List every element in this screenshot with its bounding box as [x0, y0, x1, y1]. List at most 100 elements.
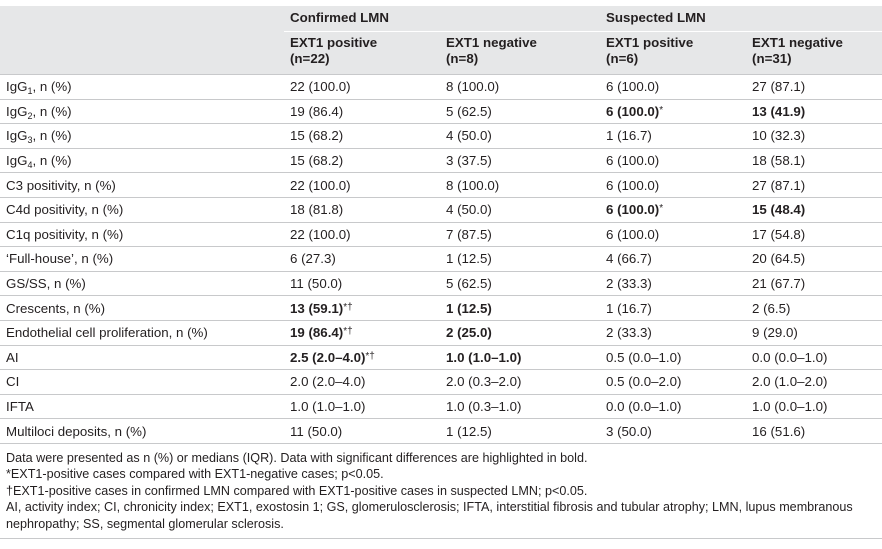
table-cell: 1 (12.5) — [440, 295, 601, 321]
table-cell: 1.0 (0.3–1.0) — [440, 394, 601, 420]
table-cell: 4 (50.0) — [440, 123, 601, 149]
cell-text: 1 (16.7) — [606, 128, 652, 144]
cell-text: 22 (100.0) — [290, 177, 351, 193]
cell-text: 13 (41.9) — [752, 103, 806, 119]
table-figure: Confirmed LMN Suspected LMN EXT1 positiv… — [0, 6, 882, 539]
cell-text: 22 (100.0) — [290, 226, 351, 242]
table-cell: 6 (100.0)* — [600, 99, 747, 125]
row-label-text: C1q positivity, n (%) — [6, 226, 124, 242]
table-cell: 27 (87.1) — [746, 74, 882, 100]
cell-text: 1 (16.7) — [606, 300, 652, 316]
table-cell: 10 (32.3) — [746, 123, 882, 149]
row-label-text: Crescents, n (%) — [6, 300, 106, 316]
row-label: C1q positivity, n (%) — [0, 222, 284, 248]
cell-text: 0.5 (0.0–2.0) — [606, 374, 682, 390]
cell-text: 13 (59.1) — [290, 300, 344, 316]
table-row: AI 2.5 (2.0–4.0)*† 1.0 (1.0–1.0) 0.5 (0.0–1… — [0, 345, 882, 371]
cell-text: 27 (87.1) — [752, 79, 806, 95]
data-table: Confirmed LMN Suspected LMN EXT1 positiv… — [0, 6, 882, 444]
cell-text: 18 (58.1) — [752, 153, 806, 169]
table-cell: 15 (68.2) — [284, 148, 440, 174]
column-header-line: (n=6) — [606, 51, 639, 66]
cell-text: 15 (68.2) — [290, 153, 344, 169]
footnote: AI, activity index; CI, chronicity index… — [6, 500, 853, 531]
row-label-text: GS/SS, n (%) — [6, 276, 86, 292]
cell-text: 6 (100.0) — [606, 202, 660, 218]
row-label: IFTA — [0, 394, 284, 420]
column-header: EXT1 negative (n=31) — [746, 31, 882, 75]
table-cell: 4 (66.7) — [600, 246, 747, 272]
table-cell: 2.0 (1.0–2.0) — [746, 369, 882, 395]
table-cell: 1 (12.5) — [440, 418, 601, 444]
row-label-subscript: 4 — [27, 160, 33, 171]
footnotes: Data were presented as n (%) or medians … — [0, 444, 882, 539]
row-label: IgG2, n (%) — [0, 99, 284, 125]
cell-text: 15 (68.2) — [290, 128, 344, 144]
table-cell: 6 (100.0)* — [600, 197, 747, 223]
table-cell: 5 (62.5) — [440, 99, 601, 125]
row-label: Crescents, n (%) — [0, 295, 284, 321]
column-header-line: (n=22) — [290, 51, 330, 66]
cell-text: 3 (37.5) — [446, 153, 492, 169]
table-cell: 2 (25.0) — [440, 320, 601, 346]
table-cell: 1 (16.7) — [600, 123, 747, 149]
column-header-line: EXT1 positive — [606, 35, 694, 50]
cell-text: 6 (100.0) — [606, 177, 660, 193]
table-cell: 0.5 (0.0–1.0) — [600, 345, 747, 371]
row-label-subscript: 1 — [27, 86, 33, 97]
corner — [0, 31, 284, 75]
cell-text: 21 (67.7) — [752, 276, 806, 292]
table-cell: 21 (67.7) — [746, 271, 882, 297]
table-cell: 2 (33.3) — [600, 320, 747, 346]
table-row: IgG4, n (%) 15 (68.2) 3 (37.5) 6 (100.0) 18 … — [0, 148, 882, 174]
cell-text: 5 (62.5) — [446, 103, 492, 119]
table-cell: 0.0 (0.0–1.0) — [746, 345, 882, 371]
table-row: C4d positivity, n (%) 18 (81.8) 4 (50.0) 6 … — [0, 197, 882, 223]
row-label-text: IgG — [6, 103, 28, 119]
table-cell: 0.0 (0.0–1.0) — [600, 394, 747, 420]
cell-text: 4 (50.0) — [446, 128, 492, 144]
cell-text: 0.5 (0.0–1.0) — [606, 349, 682, 365]
table-cell: 1 (16.7) — [600, 295, 747, 321]
table-cell: 1.0 (0.0–1.0) — [746, 394, 882, 420]
row-label-text: ‘Full-house’, n (%) — [6, 251, 114, 267]
row-label-text: IgG — [6, 128, 28, 144]
table-cell: 8 (100.0) — [440, 74, 601, 100]
footnote: *EXT1-positive cases compared with EXT1-… — [6, 467, 384, 482]
cell-text: 18 (81.8) — [290, 202, 344, 218]
cell-text: 3 (50.0) — [606, 423, 652, 439]
column-header: EXT1 positive (n=6) — [600, 31, 747, 75]
corner — [0, 6, 284, 32]
cell-text: 1.0 (1.0–1.0) — [290, 399, 366, 415]
table-body: IgG1, n (%) 22 (100.0) 8 (100.0) 6 (100.0) 2… — [0, 74, 882, 444]
row-label-text: , n (%) — [32, 103, 72, 119]
cell-text: 2 (33.3) — [606, 325, 652, 341]
table-cell: 15 (48.4) — [746, 197, 882, 223]
cell-text: 6 (100.0) — [606, 153, 660, 169]
cell-text: 2 (6.5) — [752, 300, 791, 316]
table-cell: 11 (50.0) — [284, 418, 440, 444]
row-label: GS/SS, n (%) — [0, 271, 284, 297]
cell-text: 2.0 (1.0–2.0) — [752, 374, 828, 390]
cell-text: 7 (87.5) — [446, 226, 492, 242]
table-cell: 4 (50.0) — [440, 197, 601, 223]
row-label: IgG1, n (%) — [0, 74, 284, 100]
table-cell: 1.0 (1.0–1.0) — [284, 394, 440, 420]
cell-text: 0.0 (0.0–1.0) — [606, 399, 682, 415]
table-row: C1q positivity, n (%) 22 (100.0) 7 (87.5) 6… — [0, 222, 882, 248]
table-cell: 22 (100.0) — [284, 172, 440, 198]
cell-text: 1.0 (1.0–1.0) — [446, 349, 522, 365]
row-label-text: IgG — [6, 153, 28, 169]
table-cell: 6 (100.0) — [600, 172, 747, 198]
row-label-text: , n (%) — [32, 128, 72, 144]
table-cell: 20 (64.5) — [746, 246, 882, 272]
cell-text: 27 (87.1) — [752, 177, 806, 193]
table-row: IgG1, n (%) 22 (100.0) 8 (100.0) 6 (100.0) 2… — [0, 74, 882, 100]
column-header-line: EXT1 negative — [752, 35, 843, 50]
table-row: Crescents, n (%) 13 (59.1)*† 1 (12.5) 1 (16… — [0, 295, 882, 321]
table-cell: 11 (50.0) — [284, 271, 440, 297]
table-row: CI 2.0 (2.0–4.0) 2.0 (0.3–2.0) 0.5 (0.0–2.0… — [0, 369, 882, 395]
row-label-text: IgG — [6, 79, 28, 95]
cell-text: 1 (12.5) — [446, 423, 492, 439]
cell-text: 6 (100.0) — [606, 79, 660, 95]
